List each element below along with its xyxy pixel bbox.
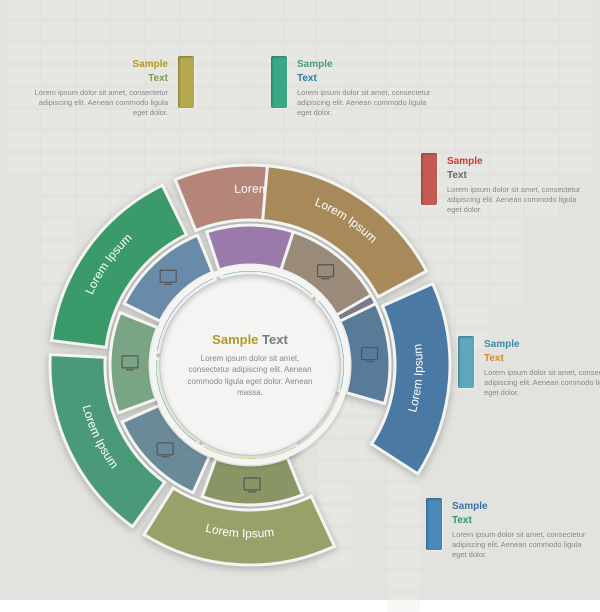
callout-title: SampleText xyxy=(452,500,590,527)
callout-chip xyxy=(421,153,437,205)
callout-1: SampleText Lorem ipsum dolor sit amet, c… xyxy=(275,58,435,118)
callout-2: SampleText Lorem ipsum dolor sit amet, c… xyxy=(425,155,585,215)
callout-3: SampleText Lorem ipsum dolor sit amet, c… xyxy=(462,338,600,398)
callout-body: Lorem ipsum dolor sit amet, consectetur … xyxy=(297,88,435,118)
callout-title: SampleText xyxy=(447,155,585,182)
callout-chip xyxy=(458,336,474,388)
callout-4: SampleText Lorem ipsum dolor sit amet, c… xyxy=(430,500,590,560)
callout-chip xyxy=(426,498,442,550)
callout-title: SampleText xyxy=(297,58,435,85)
callout-chip xyxy=(178,56,194,108)
callout-body: Lorem ipsum dolor sit amet, consectetur … xyxy=(484,368,600,398)
center-body: Lorem ipsum dolor sit amet, consectetur … xyxy=(180,353,320,398)
callout-body: Lorem ipsum dolor sit amet, consectetur … xyxy=(30,88,168,118)
callout-body: Lorem ipsum dolor sit amet, consectetur … xyxy=(452,530,590,560)
callout-title: SampleText xyxy=(30,58,168,85)
circular-infographic: Lorem IpsumLorem IpsumLorem IpsumLorem I… xyxy=(40,155,460,575)
callout-0: SampleText Lorem ipsum dolor sit amet, c… xyxy=(30,58,190,118)
center-hub: Sample Text Lorem ipsum dolor sit amet, … xyxy=(160,275,340,455)
center-title: Sample Text xyxy=(212,332,288,347)
callout-title: SampleText xyxy=(484,338,600,365)
callout-body: Lorem ipsum dolor sit amet, consectetur … xyxy=(447,185,585,215)
callout-chip xyxy=(271,56,287,108)
